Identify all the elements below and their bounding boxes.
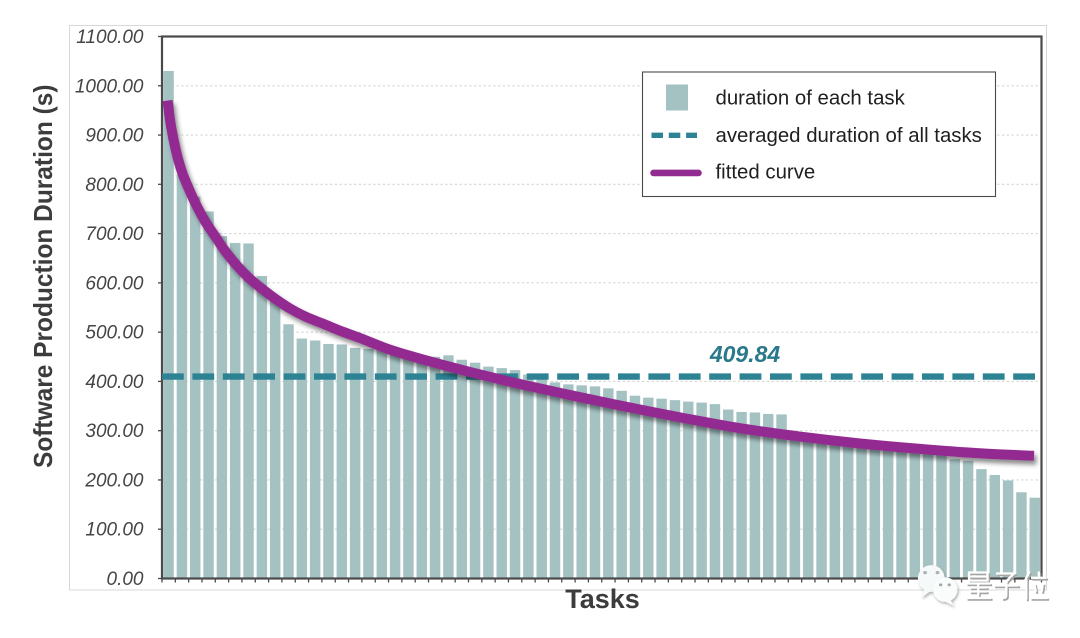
svg-text:600.00: 600.00 bbox=[85, 273, 144, 294]
svg-text:200.00: 200.00 bbox=[84, 470, 144, 491]
svg-text:400.00: 400.00 bbox=[85, 372, 144, 393]
svg-text:100.00: 100.00 bbox=[85, 520, 144, 541]
svg-text:fitted curve: fitted curve bbox=[716, 162, 816, 184]
svg-text:300.00: 300.00 bbox=[85, 421, 144, 442]
svg-text:1000.00: 1000.00 bbox=[75, 76, 144, 97]
svg-text:800.00: 800.00 bbox=[85, 175, 144, 196]
svg-text:1100.00: 1100.00 bbox=[76, 27, 144, 48]
svg-text:averaged duration of all tasks: averaged duration of all tasks bbox=[716, 125, 982, 147]
svg-text:700.00: 700.00 bbox=[85, 224, 144, 245]
svg-text:0.00: 0.00 bbox=[107, 569, 144, 590]
svg-text:duration of each task: duration of each task bbox=[716, 88, 906, 110]
svg-text:Tasks: Tasks bbox=[565, 584, 640, 614]
svg-text:500.00: 500.00 bbox=[85, 323, 144, 344]
svg-text:Software Production Duration (: Software Production Duration (s) bbox=[28, 85, 58, 469]
svg-text:900.00: 900.00 bbox=[85, 126, 144, 147]
svg-text:409.84: 409.84 bbox=[709, 341, 781, 367]
